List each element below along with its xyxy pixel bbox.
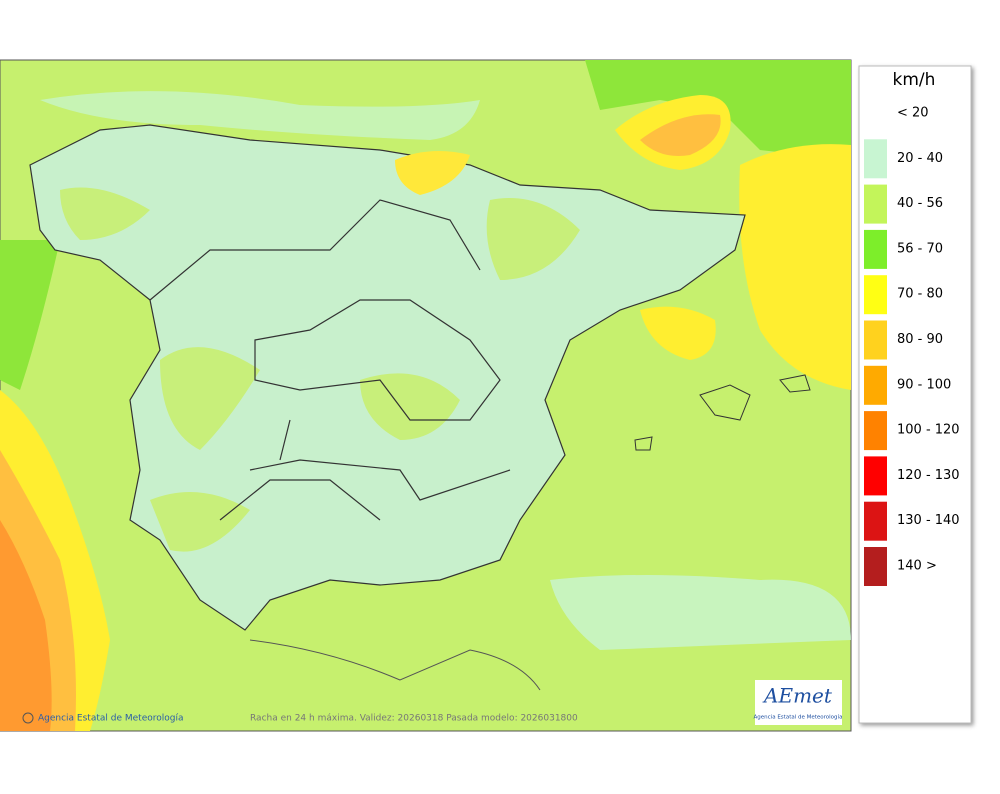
logo-brand: AEmet (762, 684, 833, 708)
wind-zone (0, 240, 60, 390)
legend-swatch (864, 365, 887, 405)
wind-zone (550, 575, 851, 650)
legend-swatch (864, 229, 887, 269)
legend-label: 100 - 120 (897, 423, 960, 438)
legend: km/h < 20 20 - 40 40 - 56 56 - 70 70 - 80 80 … (858, 65, 972, 724)
wind-zone (585, 60, 851, 160)
wind-zone (40, 91, 480, 140)
logo-caption: Agencia Estatal de Meteorología (754, 714, 843, 721)
legend-swatch (864, 139, 887, 179)
wind-zone (60, 187, 580, 552)
wind-zone (0, 520, 52, 731)
logo-box (755, 680, 842, 725)
legend-swatch (864, 320, 887, 360)
legend-swatch (864, 456, 887, 496)
copyright-icon (22, 712, 34, 724)
legend-label: 130 - 140 (897, 513, 960, 528)
wind-zone (739, 144, 851, 390)
region-borders (149, 199, 511, 521)
legend-label: 120 - 130 (897, 468, 960, 483)
legend-swatch (864, 411, 887, 451)
legend-label: 40 - 56 (897, 196, 943, 211)
legend-label: < 20 (897, 106, 929, 121)
wind-zone (640, 306, 716, 360)
legend-swatch (864, 275, 887, 315)
coastline-africa (249, 639, 541, 691)
balearic-islands (634, 374, 811, 451)
footer-credit: Agencia Estatal de Meteorología (38, 714, 184, 724)
legend-label: 70 - 80 (897, 287, 943, 302)
legend-label: 56 - 70 (897, 241, 943, 256)
legend-swatch (864, 184, 887, 224)
footer-caption: Racha en 24 h máxima. Validez: 20260318 … (250, 714, 578, 724)
legend-label: 140 > (897, 559, 937, 574)
wind-map: Agencia Estatal de Meteorología Racha en… (0, 59, 852, 732)
legend-label: 90 - 100 (897, 377, 951, 392)
legend-title: km/h (893, 70, 936, 90)
legend-label: 20 - 40 (897, 151, 943, 166)
wind-zone (395, 151, 470, 195)
legend-label: 80 - 90 (897, 332, 943, 347)
legend-swatch (864, 501, 887, 541)
legend-swatch (864, 547, 887, 586)
wind-zone (640, 114, 721, 156)
